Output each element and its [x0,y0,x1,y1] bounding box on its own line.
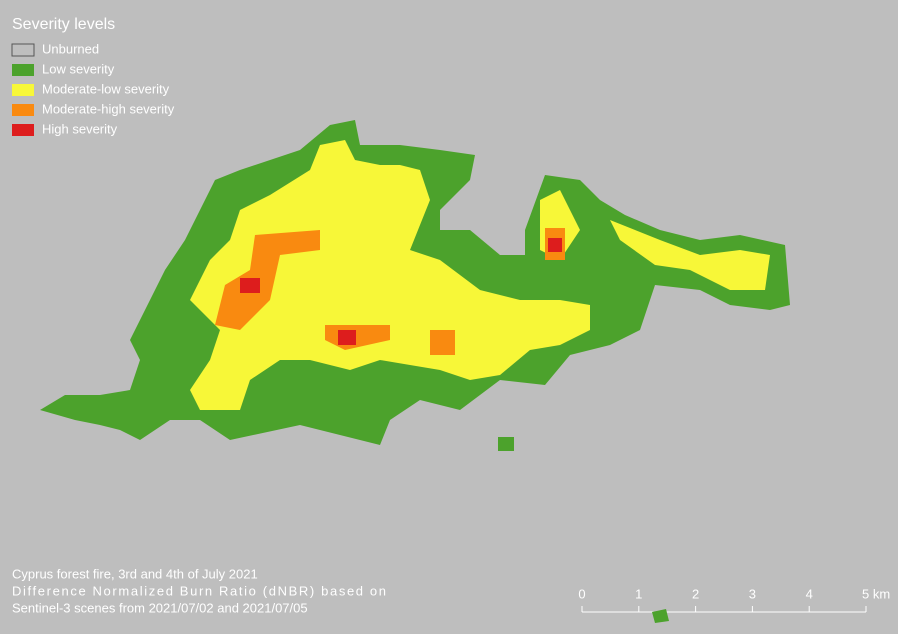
legend: Unburned Low severity Moderate-low severit… [11,41,175,136]
scale-label: 0 [578,586,585,601]
scale-marker [652,609,669,623]
legend-swatch [12,84,34,96]
legend-label: Low severity [42,61,115,76]
scale-bar: 0 1 2 3 4 5 km [578,586,890,623]
legend-label: High severity [42,121,118,136]
legend-swatch [12,64,34,76]
high-severity-area [338,330,356,345]
legend-label: Moderate-low severity [42,81,170,96]
moderate-low-area [190,140,590,410]
scale-label: 3 [749,586,756,601]
high-severity-area [240,278,260,293]
moderate-high-area [215,230,320,330]
legend-swatch [11,43,35,57]
legend-label: Moderate-high severity [42,101,175,116]
scale-label: 1 [635,586,642,601]
scale-label: 5 km [862,586,890,601]
low-severity-area [498,437,514,451]
caption-line: Difference Normalized Burn Ratio (dNBR) … [12,583,386,598]
scale-label: 2 [692,586,699,601]
burn-area [40,120,790,451]
scale-label: 4 [806,586,813,601]
caption-line: Cyprus forest fire, 3rd and 4th of July … [12,566,258,581]
moderate-low-area [610,220,770,290]
moderate-high-area [430,330,455,355]
high-severity-area [548,238,562,252]
legend-label: Unburned [42,41,99,56]
legend-swatch [12,104,34,116]
legend-swatch [12,124,34,136]
caption-line: Sentinel-3 scenes from 2021/07/02 and 20… [12,600,308,615]
legend-title: Severity levels [12,16,115,33]
